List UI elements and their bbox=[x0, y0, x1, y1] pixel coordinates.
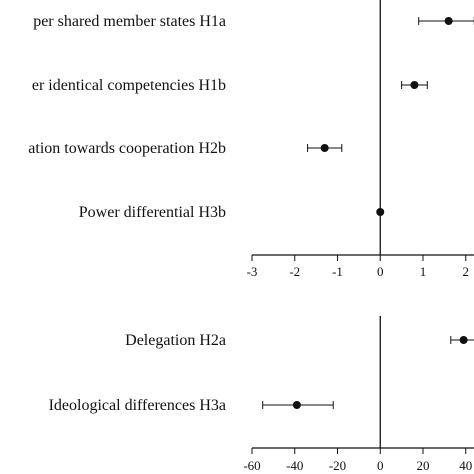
coefficient-label: Delegation H2a bbox=[125, 332, 226, 349]
x-tick-label: 20 bbox=[417, 458, 430, 473]
point-estimate-marker bbox=[444, 17, 453, 25]
x-tick-label: -20 bbox=[329, 458, 346, 473]
coefficient-label: per shared member states H1a bbox=[33, 13, 226, 30]
x-tick-label: -3 bbox=[247, 264, 258, 279]
x-tick-label: -60 bbox=[243, 458, 260, 473]
coefficient-label: Ideological differences H3a bbox=[49, 397, 226, 414]
point-estimate-marker bbox=[320, 144, 329, 152]
point-estimate-marker bbox=[376, 208, 385, 216]
x-tick-label: 40 bbox=[459, 458, 472, 473]
coefficient-label: Power differential H3b bbox=[79, 204, 226, 221]
x-tick-label: 2 bbox=[463, 264, 470, 279]
x-tick-label: -1 bbox=[332, 264, 343, 279]
upper-coefficient-panel: -3 -2 -1 0 1 2 per shared member states H1a er … bbox=[28, 0, 474, 279]
coefficient-label: ation towards cooperation H2b bbox=[28, 140, 226, 157]
x-tick-label: -2 bbox=[289, 264, 300, 279]
x-tick-label: 0 bbox=[377, 458, 384, 473]
coefficient-label: er identical competencies H1b bbox=[32, 77, 226, 94]
point-estimate-marker bbox=[410, 81, 419, 89]
point-estimate-marker bbox=[459, 336, 468, 344]
x-tick-label: -40 bbox=[286, 458, 303, 473]
lower-coefficient-panel: -60 -40 -20 0 20 40 Delegation H2a Ideological … bbox=[49, 316, 474, 473]
point-estimate-marker bbox=[292, 401, 301, 409]
x-tick-label: 0 bbox=[377, 264, 384, 279]
x-tick-label: 1 bbox=[420, 264, 427, 279]
